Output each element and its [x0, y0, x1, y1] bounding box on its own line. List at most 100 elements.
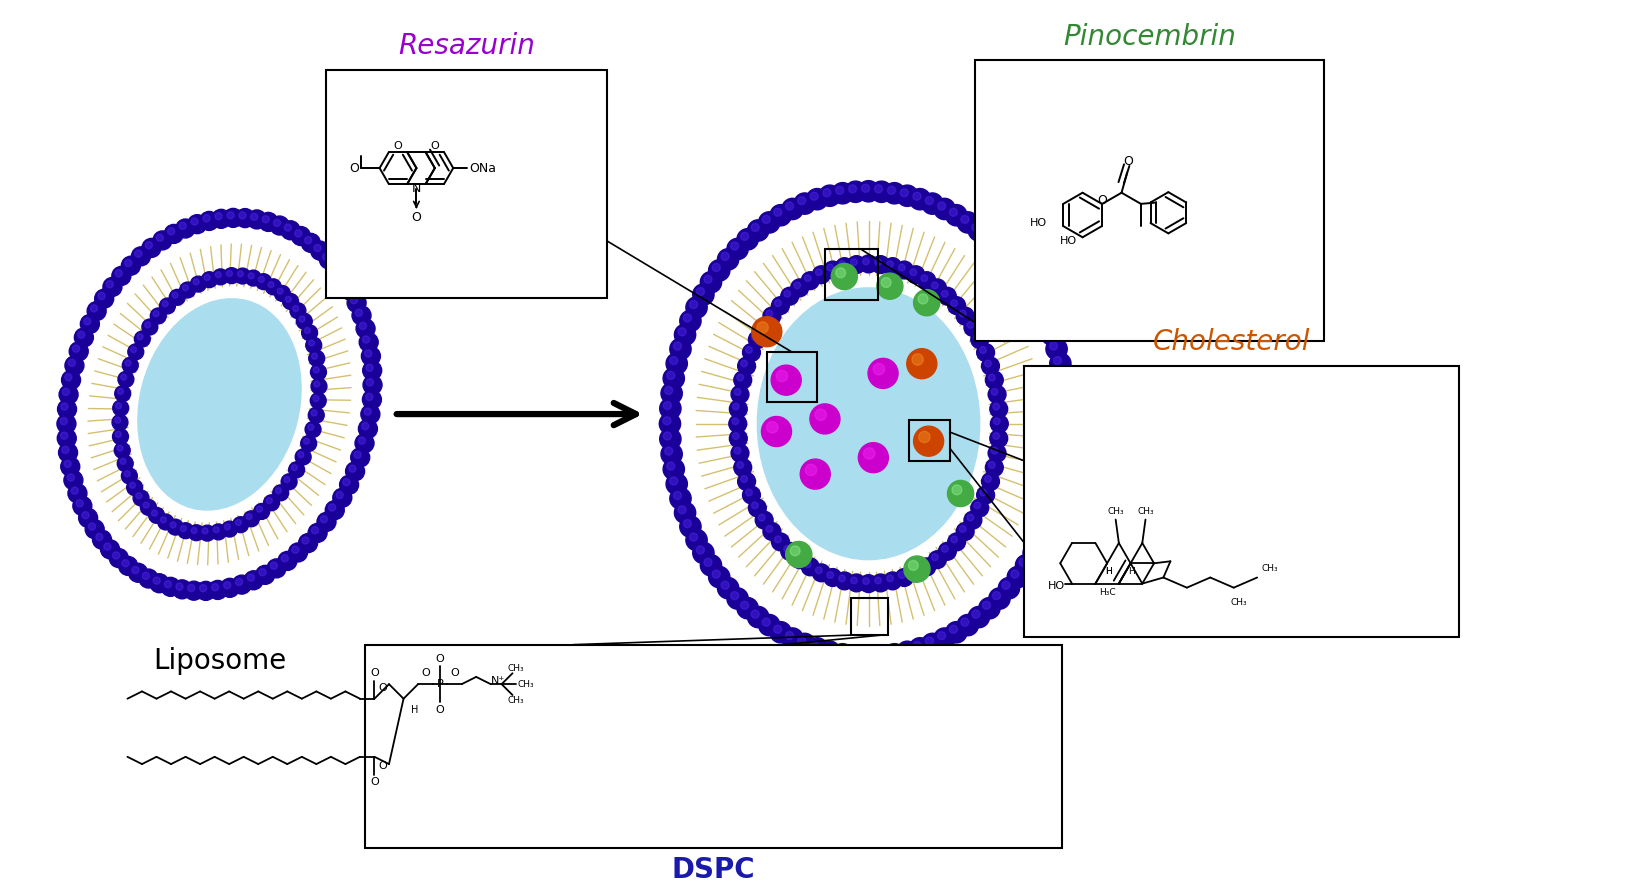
Circle shape	[961, 215, 969, 223]
Circle shape	[871, 645, 892, 666]
Circle shape	[762, 416, 792, 447]
Circle shape	[690, 533, 698, 541]
Circle shape	[713, 263, 721, 271]
Circle shape	[948, 533, 966, 551]
Circle shape	[884, 183, 905, 204]
Circle shape	[737, 597, 759, 618]
Circle shape	[328, 260, 346, 278]
Circle shape	[836, 648, 844, 656]
Circle shape	[115, 385, 130, 401]
Circle shape	[823, 189, 831, 197]
Circle shape	[770, 622, 792, 643]
Circle shape	[899, 264, 905, 271]
Circle shape	[211, 524, 227, 540]
Circle shape	[979, 346, 986, 354]
Circle shape	[1055, 383, 1076, 404]
Circle shape	[196, 581, 216, 601]
Circle shape	[910, 567, 917, 574]
Circle shape	[966, 514, 974, 521]
Circle shape	[239, 212, 245, 219]
Circle shape	[1060, 401, 1068, 409]
Circle shape	[95, 533, 104, 540]
Circle shape	[64, 461, 71, 468]
Circle shape	[907, 563, 925, 582]
Circle shape	[1007, 566, 1029, 587]
Circle shape	[986, 459, 1002, 477]
Circle shape	[133, 490, 150, 506]
Circle shape	[751, 223, 759, 231]
Circle shape	[914, 192, 922, 200]
Circle shape	[115, 403, 122, 408]
Text: P: P	[436, 680, 443, 689]
Circle shape	[209, 580, 227, 600]
Circle shape	[983, 232, 991, 240]
Circle shape	[752, 316, 782, 346]
Circle shape	[991, 415, 1009, 432]
Circle shape	[813, 266, 830, 284]
Circle shape	[354, 451, 360, 458]
Circle shape	[179, 282, 196, 298]
Circle shape	[765, 310, 772, 317]
Circle shape	[756, 511, 774, 529]
Circle shape	[290, 303, 306, 319]
Circle shape	[979, 597, 1001, 618]
Ellipse shape	[138, 299, 301, 510]
Circle shape	[308, 340, 314, 346]
Circle shape	[267, 498, 272, 503]
Circle shape	[897, 185, 918, 206]
Circle shape	[86, 520, 104, 539]
Circle shape	[301, 233, 321, 253]
Circle shape	[1016, 272, 1037, 293]
Circle shape	[884, 258, 902, 276]
Circle shape	[887, 260, 894, 268]
Circle shape	[777, 370, 788, 382]
Text: O: O	[370, 668, 379, 679]
Text: CH₃: CH₃	[1261, 564, 1279, 573]
Circle shape	[884, 643, 905, 664]
Circle shape	[807, 189, 828, 210]
Circle shape	[887, 575, 894, 582]
Circle shape	[838, 575, 846, 582]
Circle shape	[150, 308, 166, 324]
Circle shape	[994, 418, 1001, 424]
Circle shape	[999, 249, 1019, 270]
Circle shape	[989, 430, 1007, 447]
Circle shape	[665, 447, 673, 455]
Circle shape	[700, 272, 721, 293]
Circle shape	[660, 428, 681, 449]
Circle shape	[1027, 288, 1035, 296]
Circle shape	[158, 514, 173, 530]
Circle shape	[961, 618, 969, 626]
Circle shape	[900, 645, 909, 653]
Circle shape	[275, 487, 281, 494]
Text: N: N	[412, 183, 421, 195]
Circle shape	[861, 184, 869, 192]
Circle shape	[741, 360, 747, 367]
Circle shape	[673, 492, 681, 500]
Text: ONa: ONa	[469, 161, 495, 175]
Circle shape	[938, 632, 945, 640]
Circle shape	[741, 602, 749, 610]
Circle shape	[662, 383, 683, 404]
Circle shape	[991, 447, 997, 454]
Circle shape	[749, 330, 767, 348]
Circle shape	[683, 519, 691, 528]
Circle shape	[1050, 342, 1058, 350]
Circle shape	[311, 378, 328, 394]
Circle shape	[979, 229, 1001, 250]
Circle shape	[663, 432, 672, 440]
Circle shape	[900, 189, 909, 197]
Circle shape	[922, 275, 928, 282]
Circle shape	[326, 501, 344, 519]
Circle shape	[663, 458, 685, 480]
Circle shape	[983, 602, 991, 610]
Circle shape	[359, 437, 365, 444]
Circle shape	[171, 292, 178, 298]
Circle shape	[235, 208, 255, 228]
Circle shape	[746, 346, 752, 354]
Circle shape	[1045, 506, 1053, 514]
Circle shape	[1040, 519, 1049, 528]
Circle shape	[734, 459, 752, 477]
Circle shape	[356, 309, 362, 316]
Circle shape	[826, 571, 833, 579]
